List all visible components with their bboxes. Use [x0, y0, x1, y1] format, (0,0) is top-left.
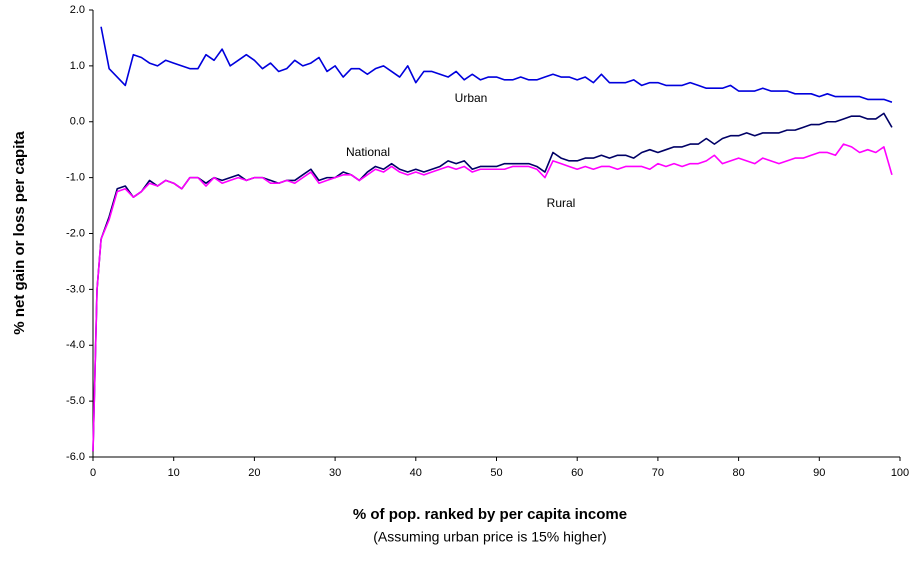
x-tick-label: 10 [168, 467, 180, 479]
y-tick-label: -5.0 [66, 395, 85, 407]
y-tick-label: -2.0 [66, 227, 85, 239]
y-tick-label: 1.0 [70, 60, 85, 72]
y-tick-label: 0.0 [70, 116, 85, 128]
subtitle: (Assuming urban price is 15% higher) [373, 529, 606, 545]
x-axis-label: % of pop. ranked by per capita income [353, 506, 627, 523]
x-tick-label: 0 [90, 467, 96, 479]
x-tick-label: 80 [732, 467, 744, 479]
line-series [92, 143, 893, 452]
x-tick-label: 90 [813, 467, 825, 479]
x-tick-label: 60 [571, 467, 583, 479]
x-tick-label: 100 [891, 467, 909, 479]
x-tick-label: 20 [248, 467, 260, 479]
line-series [92, 112, 893, 452]
x-tick-label: 50 [490, 467, 502, 479]
x-tick-label: 30 [329, 467, 341, 479]
y-tick-label: -6.0 [66, 451, 85, 463]
y-tick-label: 2.0 [70, 4, 85, 16]
annotation: Urban [455, 91, 488, 105]
y-tick-label: -4.0 [66, 339, 85, 351]
annotation: National [346, 145, 390, 159]
x-tick-label: 70 [652, 467, 664, 479]
y-tick-label: -1.0 [66, 172, 85, 184]
y-axis-label: % net gain or loss per capita [11, 131, 28, 335]
annotation: Rural [547, 196, 576, 210]
line-series [100, 26, 893, 103]
y-tick-label: -3.0 [66, 283, 85, 295]
x-tick-label: 40 [410, 467, 422, 479]
